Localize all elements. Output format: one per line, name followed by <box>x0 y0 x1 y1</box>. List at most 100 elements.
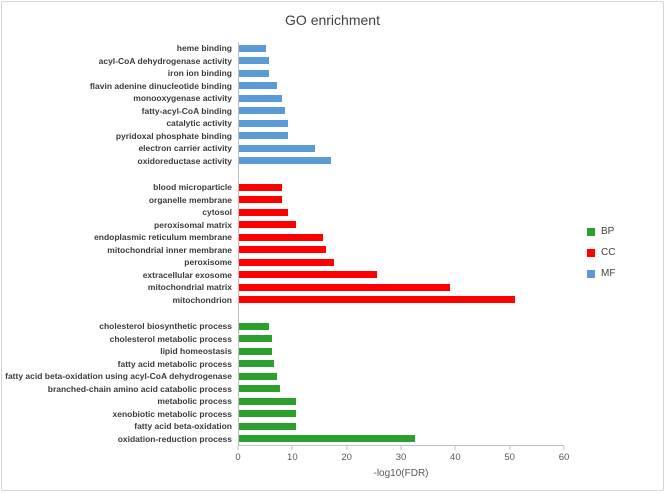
tick-label: 20 <box>341 452 352 463</box>
tick-mark <box>400 446 402 450</box>
tick-label: 30 <box>395 452 407 463</box>
bar-row <box>239 269 564 282</box>
group-gap <box>10 306 238 320</box>
bar-mf <box>239 107 286 115</box>
bar-bp <box>239 322 269 330</box>
bar-row <box>239 92 564 105</box>
bar-cc <box>239 208 288 216</box>
bar-mf <box>239 57 269 65</box>
bar-row <box>239 281 564 294</box>
bar-row <box>239 333 564 346</box>
bar-cc <box>239 196 283 204</box>
bar-cc <box>239 296 516 304</box>
category-label: iron ion binding <box>167 68 232 79</box>
tick-mark <box>454 446 456 450</box>
category-label: metabolic process <box>157 396 232 407</box>
bar-cc <box>239 221 296 229</box>
category-label: xenobiotic metabolic process <box>112 408 232 419</box>
bar-bp <box>239 435 416 443</box>
category-label: fatty-acyl-CoA binding <box>141 105 232 116</box>
category-label: fatty acid beta-oxidation <box>134 421 232 432</box>
bar-mf <box>239 82 277 90</box>
legend: BP CC MF <box>587 226 615 279</box>
group-gap <box>239 306 564 320</box>
bar-bp <box>239 410 296 418</box>
category-label: electron carrier activity <box>138 143 232 154</box>
bar-mf <box>239 94 283 102</box>
legend-swatch-cc <box>587 248 595 257</box>
bar-row <box>239 383 564 396</box>
category-label: extracellular exosome <box>142 269 232 280</box>
bar-cc <box>239 271 378 279</box>
bar-row <box>239 370 564 383</box>
bar-row <box>239 420 564 433</box>
category-label: mitochondrial matrix <box>147 282 232 293</box>
bar-bp <box>239 347 272 355</box>
category-label: peroxisomal matrix <box>154 219 232 230</box>
category-label: monooxygenase activity <box>133 93 232 104</box>
bar-mf <box>239 69 269 77</box>
legend-label: BP <box>601 226 615 237</box>
bar-row <box>239 408 564 421</box>
tick-label: 50 <box>504 452 515 463</box>
bar-row <box>239 219 564 232</box>
bar-row <box>239 345 564 358</box>
bar-bp <box>239 360 275 368</box>
bar-row <box>239 320 564 333</box>
bar-cc <box>239 258 334 266</box>
bar-cc <box>239 233 323 241</box>
bar-cc <box>239 246 326 254</box>
group-gap <box>10 167 238 181</box>
bar-bp <box>239 422 296 430</box>
bar-row <box>239 244 564 257</box>
bar-row <box>239 194 564 207</box>
tick-mark <box>509 446 511 450</box>
bar-row <box>239 42 564 55</box>
bar-mf <box>239 132 288 140</box>
category-label: endoplasmic reticulum membrane <box>94 232 232 243</box>
bar-row <box>239 395 564 408</box>
category-label: lipid homeostasis <box>160 346 232 357</box>
axis-spacer <box>10 446 238 464</box>
x-axis: 0 10 20 30 40 50 60 <box>10 446 655 464</box>
category-label: cytosol <box>202 207 232 218</box>
category-label: heme binding <box>176 43 232 54</box>
category-label: mitochondrion <box>172 294 233 305</box>
bar-row <box>239 155 564 168</box>
bar-row <box>239 231 564 244</box>
tick-mark <box>346 446 348 450</box>
category-label: acyl-CoA dehydrogenase activity <box>98 55 232 66</box>
tick-label: 0 <box>235 452 241 463</box>
legend-swatch-bp <box>587 227 595 236</box>
category-label: branched-chain amino acid catabolic proc… <box>47 383 232 394</box>
legend-item-bp: BP <box>587 226 615 237</box>
group-gap <box>239 167 564 181</box>
axis-spacer <box>10 468 238 479</box>
bar-mf <box>239 44 267 52</box>
legend-item-cc: CC <box>587 247 615 258</box>
category-label: oxidoreductase activity <box>137 155 232 166</box>
legend-label: MF <box>601 268 616 279</box>
bar-row <box>239 117 564 130</box>
bar-cc <box>239 183 283 191</box>
bars-area <box>238 42 564 446</box>
bar-bp <box>239 372 277 380</box>
bar-row <box>239 256 564 269</box>
category-label: mitochondrial inner membrane <box>107 244 232 255</box>
tick-label: 60 <box>558 452 570 463</box>
bar-row <box>239 130 564 143</box>
bar-cc <box>239 283 451 291</box>
category-label: blood microparticle <box>153 182 232 193</box>
bar-row <box>239 55 564 68</box>
bar-row <box>239 294 564 307</box>
bar-bp <box>239 385 280 393</box>
x-axis-label-row: -log10(FDR) <box>10 468 655 479</box>
category-axis: heme binding acyl-CoA dehydrogenase activ… <box>5 42 238 446</box>
tick-mark <box>563 446 565 450</box>
bar-row <box>239 80 564 93</box>
tick-mark <box>237 446 239 450</box>
x-axis-title: -log10(FDR) <box>373 468 429 479</box>
category-label: peroxisome <box>184 257 232 268</box>
bar-bp <box>239 335 272 343</box>
